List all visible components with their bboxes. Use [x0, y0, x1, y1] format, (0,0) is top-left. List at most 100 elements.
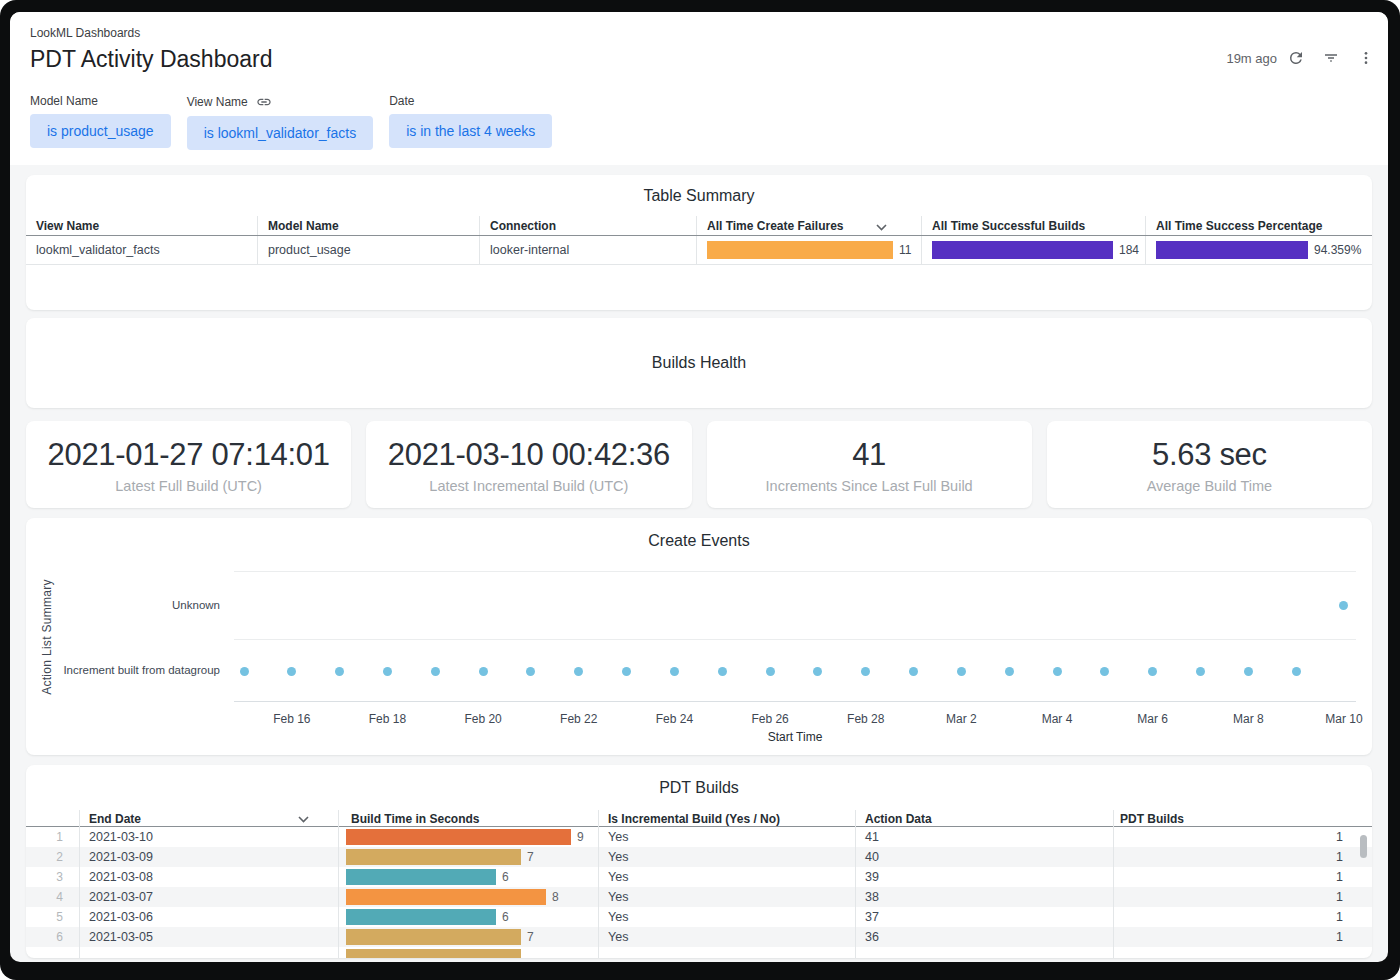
column-header[interactable]: Model Name	[257, 216, 479, 235]
x-axis-tick-label: Feb 24	[644, 712, 704, 726]
cell-pdt-builds: 1	[1113, 927, 1370, 947]
x-axis-tick-label: Feb 20	[453, 712, 513, 726]
column-header[interactable]: Is Incremental Build (Yes / No)	[598, 810, 855, 827]
scatter-dot[interactable]	[861, 667, 870, 676]
x-axis-tick-label: Mar 6	[1123, 712, 1183, 726]
cell-action-data: 39	[855, 867, 1113, 887]
cell-pdt-builds: 1	[1113, 887, 1370, 907]
column-header[interactable]: All Time Successful Builds	[921, 216, 1145, 235]
table-row-partial[interactable]	[26, 947, 1372, 958]
column-header[interactable]: Connection	[479, 216, 696, 235]
cell-end-date: 2021-03-10	[79, 827, 338, 847]
row-number: 1	[26, 827, 79, 847]
dashboard-header: LookML Dashboards PDT Activity Dashboard…	[10, 12, 1388, 165]
row-number	[26, 947, 79, 958]
scatter-dot[interactable]	[766, 667, 775, 676]
scatter-dot[interactable]	[622, 667, 631, 676]
scrollbar-thumb[interactable]	[1360, 835, 1367, 858]
kpi-label: Latest Incremental Build (UTC)	[366, 478, 691, 494]
breadcrumb[interactable]: LookML Dashboards	[30, 26, 1368, 40]
scatter-dot[interactable]	[670, 667, 679, 676]
scatter-dot[interactable]	[718, 667, 727, 676]
kpi-card: 2021-03-10 00:42:36Latest Incremental Bu…	[366, 421, 691, 508]
scatter-dot[interactable]	[957, 667, 966, 676]
build-time-bar	[346, 949, 521, 958]
table-row[interactable]: 42021-03-078Yes381	[26, 887, 1372, 907]
filter-chip[interactable]: is lookml_validator_facts	[187, 116, 374, 150]
x-axis-tick-label: Mar 2	[931, 712, 991, 726]
filter-label: Date	[389, 94, 552, 108]
filter-icon[interactable]	[1321, 48, 1341, 68]
refresh-icon[interactable]	[1286, 48, 1306, 68]
cell-end-date: 2021-03-06	[79, 907, 338, 927]
window-frame: LookML Dashboards PDT Activity Dashboard…	[0, 0, 1400, 980]
table-row[interactable]: 52021-03-066Yes371	[26, 907, 1372, 927]
table-row[interactable]: 32021-03-086Yes391	[26, 867, 1372, 887]
table-row[interactable]: 22021-03-097Yes401	[26, 847, 1372, 867]
scatter-dot[interactable]	[335, 667, 344, 676]
filter-chip[interactable]: is product_usage	[30, 114, 171, 148]
column-header[interactable]: View Name	[26, 216, 257, 235]
scatter-dot[interactable]	[1339, 601, 1348, 610]
scatter-dot[interactable]	[1292, 667, 1301, 676]
build-time-bar	[346, 929, 521, 945]
kebab-menu-icon[interactable]	[1356, 48, 1376, 68]
cell-build-time: 6	[338, 867, 598, 887]
scatter-dot[interactable]	[813, 667, 822, 676]
scatter-dot[interactable]	[1053, 667, 1062, 676]
table-row[interactable]: 12021-03-109Yes411	[26, 827, 1372, 847]
scatter-plot-area	[234, 571, 1356, 702]
column-header[interactable]: All Time Create Failures	[696, 216, 921, 235]
cell-create-failures: 11	[696, 236, 921, 264]
row-number: 5	[26, 907, 79, 927]
category-label-unknown: Unknown	[172, 599, 220, 611]
row-number: 4	[26, 887, 79, 907]
scatter-dot[interactable]	[526, 667, 535, 676]
column-header[interactable]: Build Time in Seconds	[338, 810, 598, 827]
cell-build-time: 8	[338, 887, 598, 907]
sort-chevron-down-icon[interactable]	[298, 812, 309, 826]
y-axis-title: Action List Summary	[40, 571, 54, 702]
sort-chevron-down-icon[interactable]	[876, 220, 887, 234]
cell-model-name: product_usage	[257, 236, 479, 264]
column-header[interactable]: End Date	[79, 810, 338, 827]
scatter-dot[interactable]	[909, 667, 918, 676]
kpi-label: Average Build Time	[1047, 478, 1372, 494]
scatter-dot[interactable]	[240, 667, 249, 676]
scatter-dot[interactable]	[383, 667, 392, 676]
filter-chip[interactable]: is in the last 4 weeks	[389, 114, 552, 148]
kpi-card: 41Increments Since Last Full Build	[707, 421, 1032, 508]
cell-build-time: 6	[338, 907, 598, 927]
cell-successful-builds: 184	[921, 236, 1145, 264]
x-axis-tick-label: Mar 4	[1027, 712, 1087, 726]
x-axis-tick-label: Feb 16	[262, 712, 322, 726]
cell-connection: looker-internal	[479, 236, 696, 264]
scatter-dot[interactable]	[1100, 667, 1109, 676]
kpi-label: Latest Full Build (UTC)	[26, 478, 351, 494]
table-row[interactable]: 62021-03-057Yes361	[26, 927, 1372, 947]
cell-action-data: 41	[855, 827, 1113, 847]
cell-pdt-builds: 1	[1113, 847, 1370, 867]
x-axis-tick-label: Mar 8	[1218, 712, 1278, 726]
scatter-dot[interactable]	[479, 667, 488, 676]
scatter-dot[interactable]	[1005, 667, 1014, 676]
cell-incremental: Yes	[598, 847, 855, 867]
scatter-dot[interactable]	[1148, 667, 1157, 676]
row-number: 2	[26, 847, 79, 867]
cell-end-date: 2021-03-05	[79, 927, 338, 947]
kpi-value: 2021-01-27 07:14:01	[26, 437, 351, 472]
scatter-dot[interactable]	[1196, 667, 1205, 676]
filter-group: Date is in the last 4 weeks	[389, 94, 552, 150]
table-summary-tile: Table Summary View Name Model Name Conne…	[26, 175, 1372, 310]
scatter-dot[interactable]	[1244, 667, 1253, 676]
column-header[interactable]: Action Data	[855, 810, 1113, 827]
page-title: PDT Activity Dashboard	[30, 44, 272, 74]
column-header[interactable]: All Time Success Percentage	[1145, 216, 1370, 235]
column-header[interactable]: PDT Builds	[1113, 810, 1370, 827]
last-refresh-time: 19m ago	[1226, 51, 1277, 66]
x-axis-tick-label: Feb 28	[836, 712, 896, 726]
scatter-dot[interactable]	[287, 667, 296, 676]
scatter-dot[interactable]	[574, 667, 583, 676]
build-time-bar	[346, 849, 521, 865]
scatter-dot[interactable]	[431, 667, 440, 676]
